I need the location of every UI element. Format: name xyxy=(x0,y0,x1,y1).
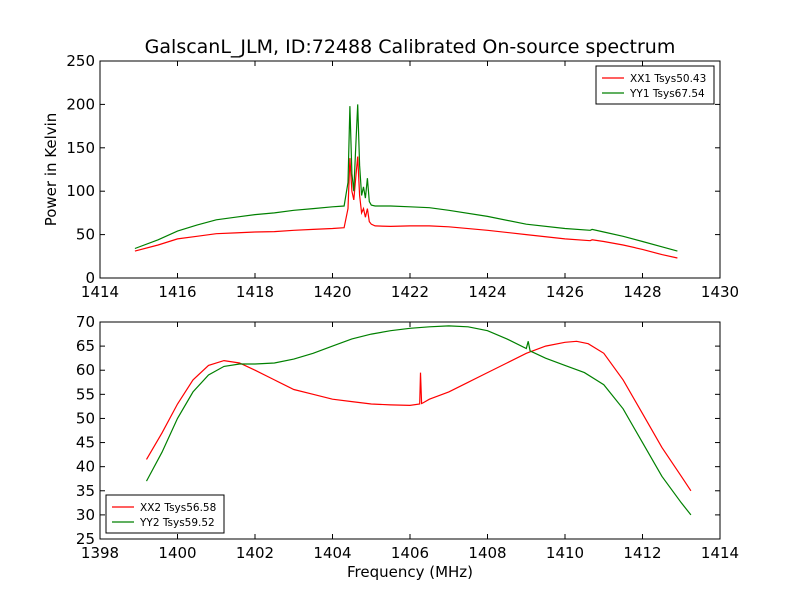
legend-label: YY1 Tsys67.54 xyxy=(629,88,705,100)
y-tick-label: 250 xyxy=(66,52,95,70)
x-tick-label: 1398 xyxy=(81,544,119,562)
y-axis-label: Power in Kelvin xyxy=(42,113,60,227)
x-tick-label: 1416 xyxy=(158,283,196,301)
y-tick-label: 40 xyxy=(76,458,95,476)
x-tick-label: 1428 xyxy=(623,283,661,301)
bottom-spectrum-panel: 1398 1400 1402 1404 1406 1408 1410 1412 1414 25 30… xyxy=(76,313,739,581)
legend-box xyxy=(595,65,715,105)
y-tick-label: 25 xyxy=(76,530,95,548)
x-axis-label: Frequency (MHz) xyxy=(347,563,473,581)
x-tick-label: 1410 xyxy=(546,544,584,562)
legend: XX1 Tsys50.43 YY1 Tsys67.54 xyxy=(595,65,715,105)
x-tick-label: 1430 xyxy=(701,283,739,301)
series-line-1 xyxy=(145,340,692,492)
x-tick-label: 1404 xyxy=(313,544,351,562)
x-tick-label: 1402 xyxy=(236,544,274,562)
y-tick-label: 35 xyxy=(76,482,95,500)
legend-label: XX2 Tsys56.58 xyxy=(140,502,216,514)
y-tick-label: 200 xyxy=(66,95,95,113)
legend: XX2 Tsys56.58 YY2 Tsys59.52 xyxy=(105,494,225,534)
y-tick-label: 50 xyxy=(76,409,95,427)
y-tick-label: 30 xyxy=(76,506,95,524)
y-tick-label: 45 xyxy=(76,434,95,452)
y-tick-label: 0 xyxy=(85,269,95,287)
x-tick-label: 1426 xyxy=(546,283,584,301)
x-tick-label: 1420 xyxy=(313,283,351,301)
y-tick-label: 50 xyxy=(76,226,95,244)
x-tick-label: 1414 xyxy=(81,283,119,301)
x-tick-label: 1406 xyxy=(391,544,429,562)
x-tick-label: 1418 xyxy=(236,283,274,301)
x-tick-label: 1414 xyxy=(701,544,739,562)
figure-title: GalscanL_JLM, ID:72488 Calibrated On-sou… xyxy=(145,36,676,58)
y-tick-label: 65 xyxy=(76,337,95,355)
legend-label: YY2 Tsys59.52 xyxy=(139,517,215,529)
legend-label: XX1 Tsys50.43 xyxy=(630,73,706,85)
y-tick-label: 150 xyxy=(66,139,95,157)
y-tick-label: 60 xyxy=(76,361,95,379)
x-tick-label: 1412 xyxy=(623,544,661,562)
x-tick-label: 1408 xyxy=(468,544,506,562)
x-tick-label: 1424 xyxy=(468,283,506,301)
series-line-2 xyxy=(145,325,692,516)
y-tick-label: 55 xyxy=(76,385,95,403)
x-tick-label: 1400 xyxy=(158,544,196,562)
legend-box xyxy=(105,494,225,534)
series-line-2 xyxy=(134,104,678,252)
y-tick-label: 100 xyxy=(66,182,95,200)
y-tick-label: 70 xyxy=(76,313,95,331)
x-tick-label: 1422 xyxy=(391,283,429,301)
top-spectrum-panel: 1414 1416 1418 1420 1422 1424 1426 1428 1430 0 50 1… xyxy=(42,52,739,301)
series-line-1 xyxy=(134,156,678,259)
